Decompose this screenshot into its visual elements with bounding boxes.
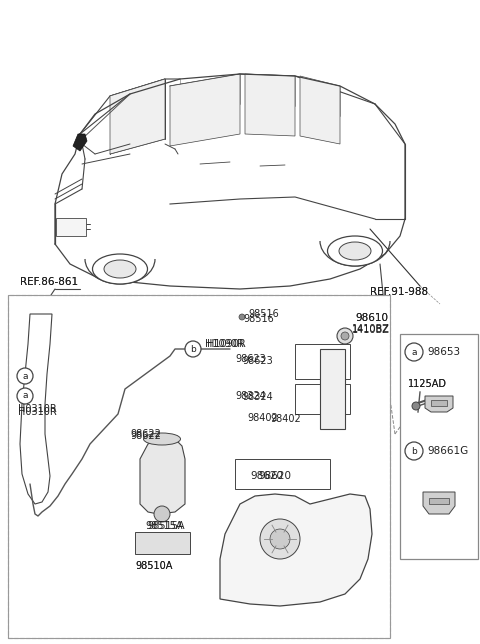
Text: 98515A: 98515A <box>145 521 182 531</box>
Text: REF.91-988: REF.91-988 <box>370 287 428 297</box>
Polygon shape <box>429 498 449 504</box>
Polygon shape <box>140 439 185 514</box>
Text: 98610: 98610 <box>355 313 388 323</box>
Polygon shape <box>245 74 295 136</box>
Polygon shape <box>110 79 165 154</box>
Ellipse shape <box>93 254 147 284</box>
Text: REF.86-861: REF.86-861 <box>20 277 78 287</box>
Text: 98623: 98623 <box>242 356 273 366</box>
Text: b: b <box>411 446 417 455</box>
Circle shape <box>270 529 290 549</box>
Text: 98516: 98516 <box>243 314 274 324</box>
Bar <box>235 459 330 489</box>
Text: REF.91-988: REF.91-988 <box>370 287 428 297</box>
Circle shape <box>260 519 300 559</box>
Ellipse shape <box>104 260 136 278</box>
Text: 1410BZ: 1410BZ <box>352 325 390 335</box>
Text: 98622: 98622 <box>130 429 161 439</box>
Polygon shape <box>423 492 455 514</box>
Text: H1090R: H1090R <box>205 339 244 349</box>
Bar <box>135 532 190 554</box>
Text: 98402: 98402 <box>270 414 301 424</box>
Ellipse shape <box>339 242 371 260</box>
Text: H0310R: H0310R <box>18 404 57 414</box>
Polygon shape <box>73 134 87 151</box>
Polygon shape <box>20 314 52 504</box>
Ellipse shape <box>144 433 180 445</box>
Text: 1125AD: 1125AD <box>408 379 447 389</box>
Bar <box>295 344 350 379</box>
Polygon shape <box>431 400 447 406</box>
Text: 98653: 98653 <box>427 347 460 357</box>
Text: 98516: 98516 <box>248 309 279 319</box>
Circle shape <box>337 328 353 344</box>
Bar <box>8 295 390 638</box>
Text: 98620: 98620 <box>258 471 291 481</box>
Bar <box>400 334 478 559</box>
Bar <box>8 295 390 638</box>
Text: 98324: 98324 <box>235 391 266 401</box>
Circle shape <box>239 314 245 320</box>
Text: 98324: 98324 <box>242 392 273 402</box>
Text: 98402: 98402 <box>247 413 278 423</box>
Text: 98622: 98622 <box>130 431 161 441</box>
Bar <box>320 349 345 429</box>
Text: b: b <box>190 345 196 354</box>
Circle shape <box>17 368 33 384</box>
Text: 98515A: 98515A <box>147 521 184 531</box>
Polygon shape <box>300 76 340 144</box>
Circle shape <box>154 506 170 522</box>
Text: 98661G: 98661G <box>427 446 468 456</box>
Polygon shape <box>170 74 240 146</box>
Circle shape <box>405 442 423 460</box>
Text: REF.86-861: REF.86-861 <box>20 277 78 287</box>
Text: H1090R: H1090R <box>207 339 246 349</box>
Polygon shape <box>425 396 453 412</box>
Text: a: a <box>22 372 28 381</box>
Text: 1410BZ: 1410BZ <box>352 324 390 334</box>
Text: 98623: 98623 <box>235 354 266 364</box>
Circle shape <box>185 341 201 357</box>
Bar <box>56 218 86 236</box>
Text: 98510A: 98510A <box>135 561 172 571</box>
Circle shape <box>341 332 349 340</box>
Text: 98620: 98620 <box>250 471 283 481</box>
Bar <box>295 384 350 414</box>
Circle shape <box>405 343 423 361</box>
Text: 98610: 98610 <box>355 313 388 323</box>
Polygon shape <box>220 494 372 606</box>
Ellipse shape <box>327 236 383 266</box>
Text: a: a <box>411 348 417 357</box>
Text: 1125AD: 1125AD <box>408 379 447 389</box>
Circle shape <box>17 388 33 404</box>
Text: a: a <box>22 392 28 401</box>
Text: 98510A: 98510A <box>135 561 172 571</box>
Text: H0310R: H0310R <box>18 407 57 417</box>
Circle shape <box>412 402 420 410</box>
